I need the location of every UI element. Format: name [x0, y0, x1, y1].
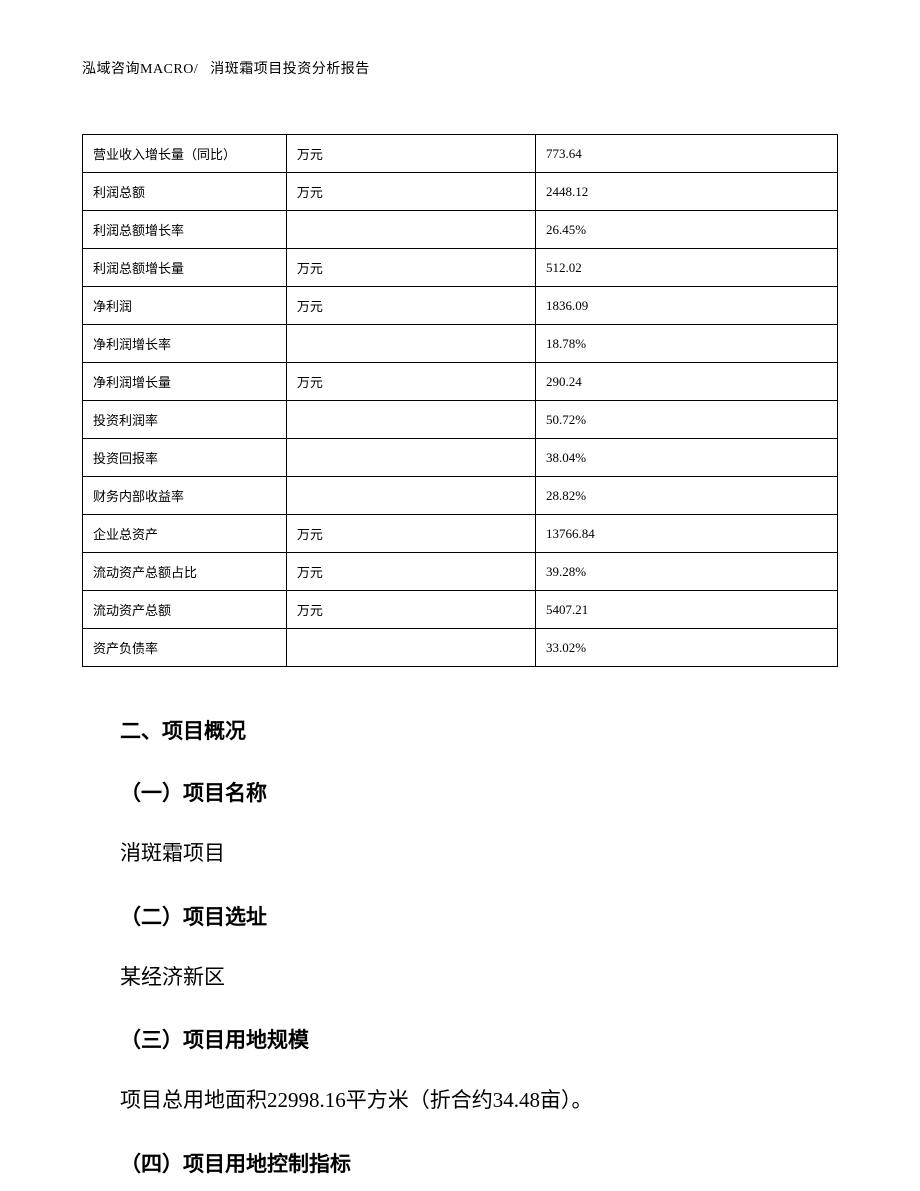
cell-unit: 万元: [286, 173, 535, 211]
cell-value: 1836.09: [535, 287, 837, 325]
body-text-2: 某经济新区: [120, 961, 800, 995]
body-text-3: 项目总用地面积22998.16平方米（折合约34.48亩）。: [120, 1084, 800, 1118]
cell-value: 38.04%: [535, 439, 837, 477]
cell-unit: 万元: [286, 591, 535, 629]
table-body: 营业收入增长量（同比） 万元 773.64 利润总额 万元 2448.12 利润…: [83, 135, 838, 667]
cell-label: 利润总额: [83, 173, 287, 211]
cell-label: 投资回报率: [83, 439, 287, 477]
header-left: 泓域咨询MACRO/: [82, 62, 198, 77]
table-row: 资产负债率 33.02%: [83, 629, 838, 667]
page-container: 泓域咨询MACRO/ 消斑霜项目投资分析报告 营业收入增长量（同比） 万元 77…: [0, 0, 920, 1178]
cell-value: 5407.21: [535, 591, 837, 629]
cell-unit: 万元: [286, 363, 535, 401]
cell-unit: [286, 401, 535, 439]
table-row: 净利润增长率 18.78%: [83, 325, 838, 363]
cell-value: 33.02%: [535, 629, 837, 667]
cell-unit: 万元: [286, 515, 535, 553]
table-row: 流动资产总额占比 万元 39.28%: [83, 553, 838, 591]
sub-heading-4: （四）项目用地控制指标: [120, 1148, 800, 1178]
table-row: 净利润增长量 万元 290.24: [83, 363, 838, 401]
content-section: 二、项目概况 （一）项目名称 消斑霜项目 （二）项目选址 某经济新区 （三）项目…: [82, 715, 838, 1178]
table-row: 利润总额增长率 26.45%: [83, 211, 838, 249]
section-heading: 二、项目概况: [120, 715, 800, 745]
cell-value: 2448.12: [535, 173, 837, 211]
cell-label: 净利润: [83, 287, 287, 325]
table-row: 营业收入增长量（同比） 万元 773.64: [83, 135, 838, 173]
cell-unit: [286, 325, 535, 363]
table-row: 净利润 万元 1836.09: [83, 287, 838, 325]
table-row: 利润总额 万元 2448.12: [83, 173, 838, 211]
cell-unit: [286, 629, 535, 667]
cell-label: 净利润增长量: [83, 363, 287, 401]
cell-label: 流动资产总额: [83, 591, 287, 629]
cell-label: 财务内部收益率: [83, 477, 287, 515]
cell-unit: [286, 439, 535, 477]
cell-label: 营业收入增长量（同比）: [83, 135, 287, 173]
table-row: 流动资产总额 万元 5407.21: [83, 591, 838, 629]
cell-value: 18.78%: [535, 325, 837, 363]
sub-heading-3: （三）项目用地规模: [120, 1024, 800, 1054]
cell-value: 50.72%: [535, 401, 837, 439]
cell-unit: [286, 477, 535, 515]
table-row: 投资回报率 38.04%: [83, 439, 838, 477]
cell-value: 512.02: [535, 249, 837, 287]
table-row: 投资利润率 50.72%: [83, 401, 838, 439]
cell-unit: 万元: [286, 553, 535, 591]
table-row: 企业总资产 万元 13766.84: [83, 515, 838, 553]
cell-unit: 万元: [286, 287, 535, 325]
table-row: 利润总额增长量 万元 512.02: [83, 249, 838, 287]
cell-value: 28.82%: [535, 477, 837, 515]
table-row: 财务内部收益率 28.82%: [83, 477, 838, 515]
cell-value: 13766.84: [535, 515, 837, 553]
cell-unit: 万元: [286, 249, 535, 287]
cell-value: 26.45%: [535, 211, 837, 249]
cell-label: 资产负债率: [83, 629, 287, 667]
cell-unit: [286, 211, 535, 249]
cell-label: 利润总额增长量: [83, 249, 287, 287]
cell-label: 投资利润率: [83, 401, 287, 439]
body-text-1: 消斑霜项目: [120, 837, 800, 871]
cell-label: 利润总额增长率: [83, 211, 287, 249]
cell-label: 流动资产总额占比: [83, 553, 287, 591]
sub-heading-2: （二）项目选址: [120, 901, 800, 931]
cell-value: 773.64: [535, 135, 837, 173]
cell-label: 企业总资产: [83, 515, 287, 553]
cell-value: 39.28%: [535, 553, 837, 591]
page-header: 泓域咨询MACRO/ 消斑霜项目投资分析报告: [82, 58, 838, 78]
sub-heading-1: （一）项目名称: [120, 777, 800, 807]
financial-table: 营业收入增长量（同比） 万元 773.64 利润总额 万元 2448.12 利润…: [82, 134, 838, 667]
header-right: 消斑霜项目投资分析报告: [210, 62, 370, 77]
cell-value: 290.24: [535, 363, 837, 401]
cell-label: 净利润增长率: [83, 325, 287, 363]
cell-unit: 万元: [286, 135, 535, 173]
